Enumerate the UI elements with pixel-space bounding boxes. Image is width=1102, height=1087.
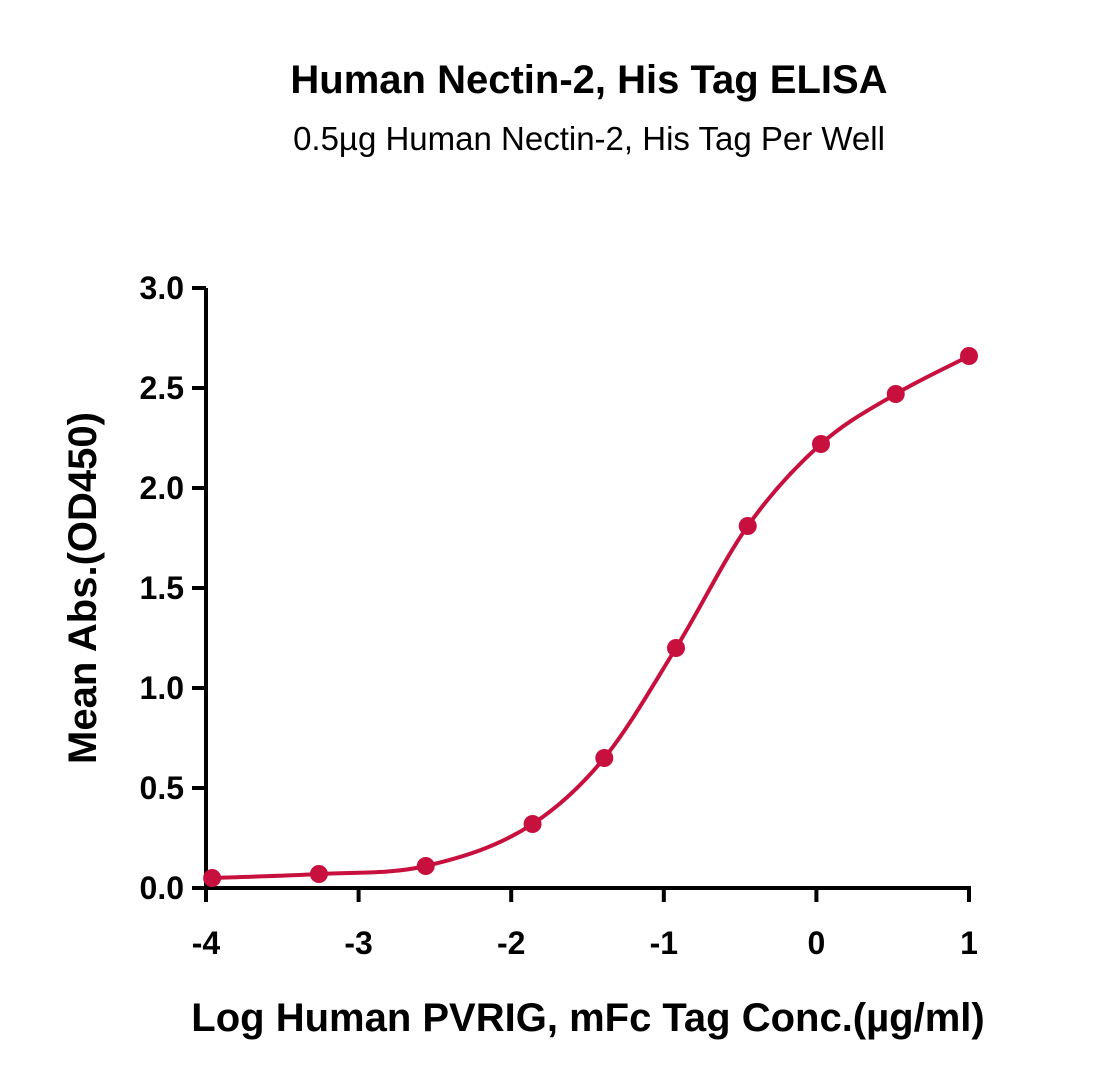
data-point: [811, 435, 830, 453]
data-point: [886, 385, 905, 403]
y-tick-label: 2.0: [140, 470, 184, 506]
x-tick-label: 1: [960, 925, 978, 961]
chart-title: Human Nectin-2, His Tag ELISA: [290, 58, 887, 102]
data-point: [667, 639, 686, 657]
y-tick-label: 0.0: [140, 870, 184, 906]
data-point: [416, 857, 435, 875]
y-axis-label: Mean Abs.(OD450): [61, 412, 105, 764]
data-point: [523, 815, 542, 833]
data-point: [595, 749, 614, 767]
x-tick-label: -4: [192, 925, 221, 961]
y-axis-ticks: 0.0 0.5 1.0 1.5 2.0 2.5 3.0: [140, 270, 206, 906]
y-tick-label: 1.0: [140, 670, 184, 706]
x-axis-ticks: -4 -3 -2 -1 0 1: [192, 888, 978, 961]
data-point: [203, 869, 222, 887]
data-point: [960, 347, 978, 365]
data-points: [203, 347, 978, 887]
y-tick-label: 1.5: [140, 570, 184, 606]
fit-curve: [212, 354, 970, 880]
x-tick-label: -2: [497, 925, 525, 961]
x-tick-label: -1: [650, 925, 678, 961]
x-tick-label: 0: [808, 925, 826, 961]
chart-subtitle: 0.5µg Human Nectin-2, His Tag Per Well: [293, 120, 885, 157]
y-tick-label: 3.0: [140, 270, 184, 306]
data-point: [309, 865, 328, 883]
y-tick-label: 0.5: [140, 770, 184, 806]
x-axis-label: Log Human PVRIG, mFc Tag Conc.(µg/ml): [191, 996, 984, 1040]
data-point: [738, 517, 757, 535]
y-tick-label: 2.5: [140, 370, 184, 406]
x-tick-label: -3: [344, 925, 372, 961]
